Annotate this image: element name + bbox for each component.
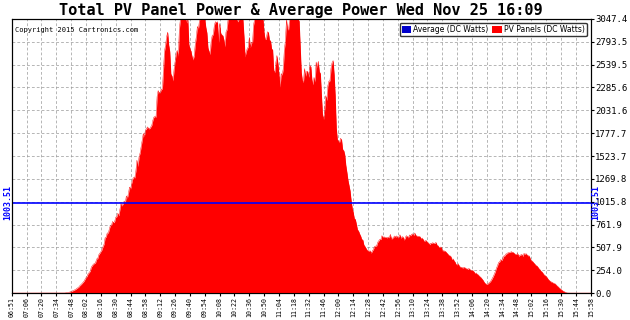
Text: 1003.51: 1003.51: [591, 185, 600, 220]
Text: Copyright 2015 Cartronics.com: Copyright 2015 Cartronics.com: [14, 27, 138, 33]
Title: Total PV Panel Power & Average Power Wed Nov 25 16:09: Total PV Panel Power & Average Power Wed…: [59, 3, 543, 18]
Legend: Average (DC Watts), PV Panels (DC Watts): Average (DC Watts), PV Panels (DC Watts): [399, 23, 587, 36]
Text: 1003.51: 1003.51: [3, 185, 12, 220]
